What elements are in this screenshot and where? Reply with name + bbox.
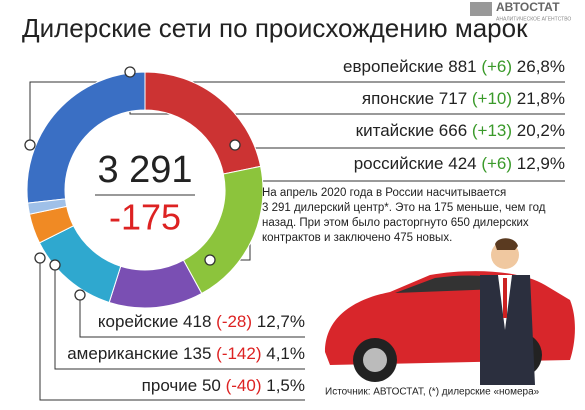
share-label: 20,2% <box>517 121 565 140</box>
note-line: 3 291 дилерский центр*. Это на 175 меньш… <box>262 202 546 214</box>
value-label: 424 <box>448 154 476 173</box>
category: американские <box>67 344 178 363</box>
logo-sub: АНАЛИТИЧЕСКОЕ АГЕНТСТВО <box>496 16 571 22</box>
category: японские <box>362 89 434 108</box>
category: китайские <box>356 121 434 140</box>
category-label: корейские 418 (-28) 12,7% <box>98 312 305 331</box>
share-label: 1,5% <box>266 376 305 395</box>
salesman <box>480 238 535 385</box>
total: 3 291 <box>97 149 192 191</box>
note-line: назад. При этом было расторгнуто 650 дил… <box>262 217 529 229</box>
share-label: 12,7% <box>257 312 305 331</box>
total-change: -175 <box>109 197 181 238</box>
category: корейские <box>98 312 178 331</box>
category-label: российские 424 (+6) 12,9% <box>354 154 565 173</box>
share-label: 26,8% <box>517 57 565 76</box>
slice <box>108 259 203 309</box>
value-label: 717 <box>439 89 467 108</box>
title: Дилерские сети по происхождению марок <box>22 13 528 43</box>
value-label: 135 <box>183 344 211 363</box>
value-label: 881 <box>448 57 476 76</box>
category-label: европейские 881 (+6) 26,8% <box>343 57 565 76</box>
note: На апрель 2020 года в России насчитывает… <box>262 187 546 244</box>
change-label: (+6) <box>481 57 512 76</box>
category-label: прочие 50 (-40) 1,5% <box>142 376 305 395</box>
slice <box>182 165 264 295</box>
category-label: японские 717 (+10) 21,8% <box>362 89 565 108</box>
category-label: китайские 666 (+13) 20,2% <box>356 121 565 140</box>
logo: АВТОСТАТ <box>496 0 560 14</box>
connector-dots <box>24 66 241 301</box>
category: европейские <box>343 57 443 76</box>
value-label: 666 <box>439 121 467 140</box>
note-line: На апрель 2020 года в России насчитывает… <box>262 187 506 199</box>
donut <box>26 71 264 309</box>
logo-icon <box>470 2 492 16</box>
car <box>325 271 575 382</box>
note-line: контрактов и заключено 475 новых. <box>262 232 452 244</box>
share-label: 4,1% <box>266 344 305 363</box>
slice <box>27 198 68 215</box>
source: Источник: АВТОСТАТ, (*) дилерские «номер… <box>325 387 540 398</box>
change-label: (-28) <box>216 312 252 331</box>
value-label: 50 <box>202 376 221 395</box>
category-label: американские 135 (-142) 4,1% <box>67 344 305 363</box>
change-label: (+13) <box>472 121 512 140</box>
category: прочие <box>142 376 198 395</box>
value-label: 418 <box>183 312 211 331</box>
share-label: 21,8% <box>517 89 565 108</box>
change-label: (-142) <box>216 344 261 363</box>
share-label: 12,9% <box>517 154 565 173</box>
change-label: (+10) <box>472 89 512 108</box>
change-label: (+6) <box>481 154 512 173</box>
change-label: (-40) <box>226 376 262 395</box>
category: российские <box>354 154 444 173</box>
